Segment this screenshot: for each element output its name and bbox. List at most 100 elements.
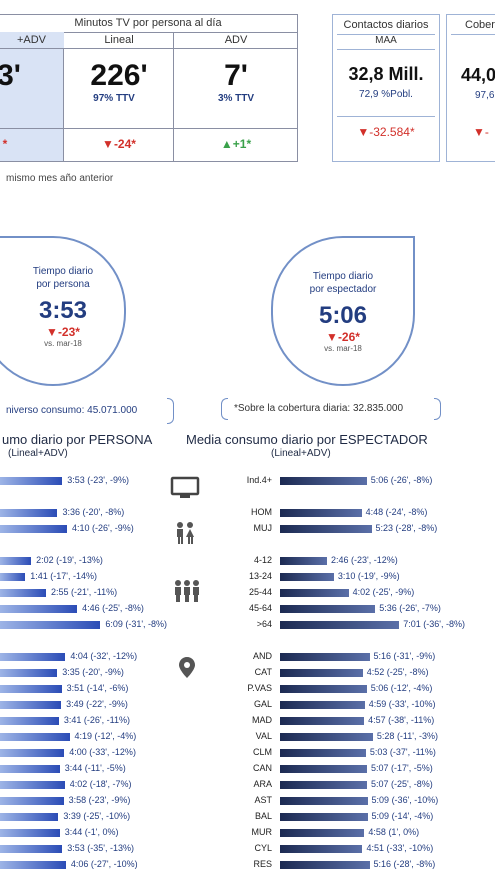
persona-value-label: 4:00 (-33', -12%) — [69, 747, 136, 757]
category-label: P.VAS — [247, 683, 272, 693]
cobertura-title: Cober — [465, 19, 495, 31]
category-label: VAL — [255, 731, 272, 741]
espectador-value-label: 4:52 (-25', -8%) — [366, 667, 429, 677]
bracket — [434, 398, 441, 420]
espectador-bar — [280, 781, 367, 789]
persona-value-label: 3:39 (-25', -10%) — [63, 811, 131, 821]
persona-bar — [0, 797, 64, 805]
divider — [0, 128, 298, 129]
category-label: CLM — [252, 747, 272, 757]
tv-minutes-table: Minutos TV por persona al día +ADV Linea… — [0, 14, 298, 162]
espectador-bar — [280, 477, 367, 485]
cobertura-value: 44,0 — [461, 65, 495, 85]
category-label: CYL — [254, 843, 272, 853]
persona-bar — [0, 861, 66, 869]
espectador-value-label: 7:01 (-36', -8%) — [403, 619, 466, 629]
espectador-value-label: 3:10 (-19', -9%) — [337, 571, 400, 581]
espectador-value-label: 4:58 (1', 0%) — [368, 827, 420, 837]
family-icon — [175, 580, 199, 602]
tv-col-label: ADV — [174, 32, 298, 49]
espectador-value-label: 2:46 (-23', -12%) — [331, 555, 398, 565]
espectador-bar — [280, 829, 365, 837]
category-label: 4-12 — [253, 555, 272, 565]
espectador-bar — [280, 733, 373, 741]
contactos-value: 32,8 Mill. — [348, 64, 424, 84]
persona-value-label: 3:35 (-20', -9%) — [62, 667, 124, 677]
persona-value-label: 3:53 (-35', -13%) — [67, 843, 134, 853]
persona-bar — [0, 749, 65, 757]
category-label: AST — [254, 795, 272, 805]
persona-bar — [0, 509, 58, 517]
espectador-value-label: 5:06 (-12', -4%) — [370, 683, 433, 693]
tv-delta: * — [2, 137, 8, 151]
persona-value-label: 4:06 (-27', -10%) — [70, 859, 138, 869]
tv-value: 3' — [0, 59, 21, 92]
espectador-value-label: 4:57 (-38', -11%) — [368, 715, 435, 725]
persona-bar — [0, 701, 62, 709]
category-label: HOM — [251, 507, 272, 517]
bubble-vs: vs. mar-18 — [44, 339, 82, 348]
espectador-bar — [280, 525, 372, 533]
espectador-bar — [280, 845, 363, 853]
bubble-espectador: Tiempo diario por espectador 5:06 ▼-26* … — [271, 236, 415, 386]
espectador-bar — [280, 685, 367, 693]
persona-bar — [0, 605, 78, 613]
espectador-bar — [280, 717, 365, 725]
location-pin-icon — [179, 657, 195, 678]
persona-bar — [0, 573, 26, 581]
persona-bar — [0, 733, 70, 741]
bubble-title: por espectador — [309, 284, 377, 295]
bubble-title: por persona — [36, 279, 90, 290]
contactos-card: Contactos diarios MAA 32,8 Mill. 72,9 %P… — [332, 14, 440, 162]
bubble-value: 3:53 — [38, 297, 88, 324]
tv-delta: ▼-24* — [102, 137, 136, 151]
left-section-sub: (Lineal+ADV) — [8, 448, 68, 459]
right-section-sub: (Lineal+ADV) — [271, 448, 331, 459]
espectador-bar — [280, 749, 366, 757]
left-section-title: umo diario por PERSONA — [2, 432, 153, 447]
bubble-persona: Tiempo diario por persona 3:53 ▼-23* vs.… — [0, 236, 126, 386]
espectador-value-label: 4:59 (-33', -10%) — [368, 699, 436, 709]
persona-bar — [0, 813, 59, 821]
up-arrow-icon: ▲ — [220, 137, 233, 151]
persona-value-label: 3:41 (-26', -11%) — [63, 715, 130, 725]
persona-bar — [0, 765, 60, 773]
espectador-value-label: 5:16 (-31', -9%) — [373, 651, 436, 661]
tv-sub: 3 — [0, 93, 15, 104]
bubble-value: 5:06 — [318, 302, 368, 329]
persona-bar — [0, 525, 67, 533]
persona-bar — [0, 669, 58, 677]
bubble-delta: ▼-26* — [326, 330, 360, 344]
category-label: 13-24 — [248, 571, 272, 581]
persona-bar — [0, 477, 63, 485]
espectador-bar — [280, 653, 370, 661]
espectador-bar — [280, 557, 328, 565]
category-label: >64 — [256, 619, 272, 629]
tv-value: 7' — [224, 59, 248, 92]
contactos-subtitle: MAA — [375, 35, 397, 46]
persona-bar — [0, 621, 101, 629]
tv-table-header: Minutos TV por persona al día — [0, 15, 297, 33]
espectador-bar — [280, 701, 365, 709]
persona-bar — [0, 589, 46, 597]
persona-bar — [0, 653, 66, 661]
category-label: ARA — [253, 779, 272, 789]
down-arrow-icon: ▼ — [357, 125, 370, 139]
espectador-bar — [280, 765, 367, 773]
tv-sub: 97% TTV — [93, 93, 135, 104]
couple-icon — [177, 522, 194, 544]
footnote: mismo mes año anterior — [6, 173, 114, 184]
persona-value-label: 4:46 (-25', -8%) — [82, 603, 144, 613]
tv-delta: ▲+1* — [220, 137, 252, 151]
contactos-sub: 72,9 %Pobl. — [359, 89, 413, 100]
category-label: GAL — [253, 699, 272, 709]
espectador-value-label: 5:09 (-36', -10%) — [371, 795, 439, 805]
contactos-delta: ▼-32.584* — [357, 125, 415, 139]
espectador-bar — [280, 797, 368, 805]
persona-value-label: 2:55 (-21', -11%) — [51, 587, 118, 597]
cobertura-card: Cober 44,0 97,6 ▼- — [446, 14, 495, 162]
universo-note: niverso consumo: 45.071.000 — [6, 405, 138, 416]
down-arrow-icon: ▼ — [102, 137, 114, 151]
tv-icon — [170, 476, 200, 498]
persona-value-label: 3:44 (-1', 0%) — [64, 827, 119, 837]
